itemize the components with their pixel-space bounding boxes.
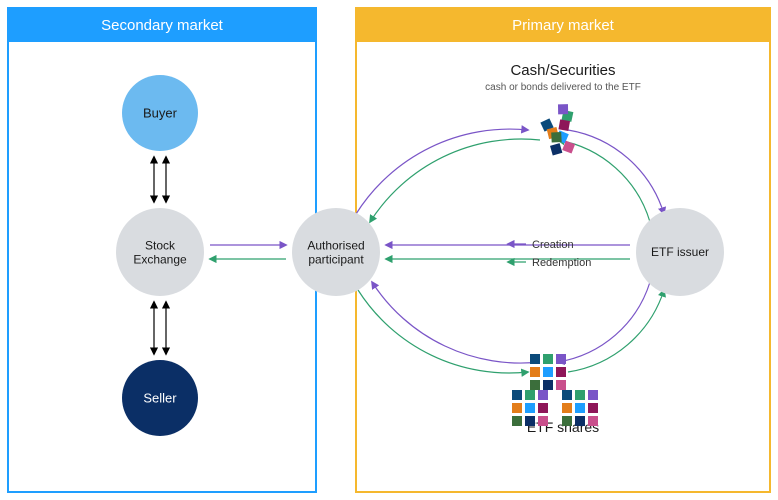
svg-text:Redemption: Redemption (532, 257, 591, 269)
node-ap: Authorisedparticipant (292, 208, 380, 296)
svg-text:ETF issuer: ETF issuer (651, 245, 709, 259)
node-stock: StockExchange (116, 208, 204, 296)
svg-text:Buyer: Buyer (143, 106, 178, 121)
node-issuer: ETF issuer (636, 208, 724, 296)
svg-text:Authorisedparticipant: Authorisedparticipant (307, 239, 364, 267)
svg-text:Primary market: Primary market (512, 17, 615, 34)
node-seller: Seller (122, 360, 198, 436)
svg-text:Secondary market: Secondary market (101, 17, 224, 34)
node-buyer: Buyer (122, 75, 198, 151)
svg-text:cash or bonds delivered to the: cash or bonds delivered to the ETF (485, 82, 641, 93)
svg-text:Creation: Creation (532, 239, 574, 251)
svg-text:Seller: Seller (143, 391, 177, 406)
diagram-canvas: Secondary market Primary market Buyer Stock… (0, 0, 778, 500)
svg-text:Cash/Securities: Cash/Securities (510, 62, 615, 79)
